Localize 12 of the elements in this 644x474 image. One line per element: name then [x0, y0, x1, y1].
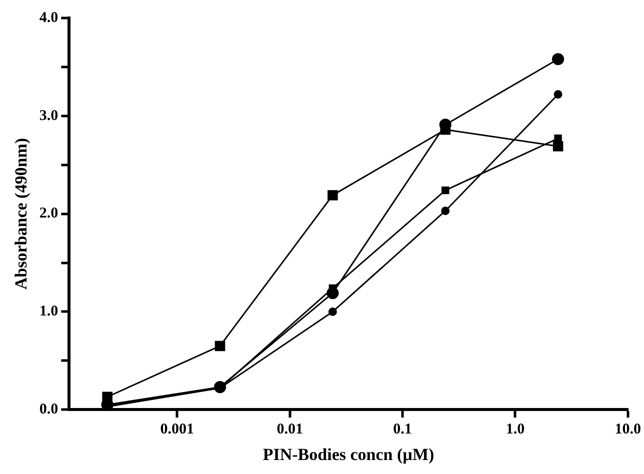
x-tick-label: 0.001: [160, 421, 194, 438]
y-tick-label: 0.0: [39, 401, 58, 418]
y-tick-label: 1.0: [39, 304, 58, 320]
x-tick-label: 0.01: [276, 421, 303, 438]
x-tick-label: 10.0: [614, 421, 641, 438]
x-axis-title: PIN-Bodies concn (µM): [262, 445, 434, 464]
x-tick-label: 0.1: [393, 421, 412, 438]
y-tick-label: 2.0: [39, 206, 58, 222]
y-tick-label: 4.0: [39, 10, 58, 26]
y-axis-title: Absorbance (490nm): [12, 138, 31, 290]
x-tick-label: 1.0: [506, 421, 525, 438]
y-tick-label: 3.0: [39, 108, 58, 124]
